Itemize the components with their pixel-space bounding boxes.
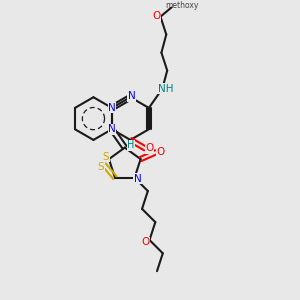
Text: S: S <box>102 152 109 162</box>
Text: S: S <box>98 162 104 172</box>
Text: NH: NH <box>158 84 173 94</box>
Text: methoxy: methoxy <box>165 1 199 10</box>
Text: N: N <box>128 91 135 101</box>
Text: N: N <box>134 174 142 184</box>
Text: O: O <box>145 143 154 154</box>
Text: O: O <box>152 11 160 21</box>
Text: O: O <box>141 237 149 247</box>
Text: N: N <box>108 124 116 134</box>
Text: O: O <box>156 147 165 157</box>
Text: H: H <box>128 140 135 151</box>
Text: N: N <box>108 103 116 113</box>
